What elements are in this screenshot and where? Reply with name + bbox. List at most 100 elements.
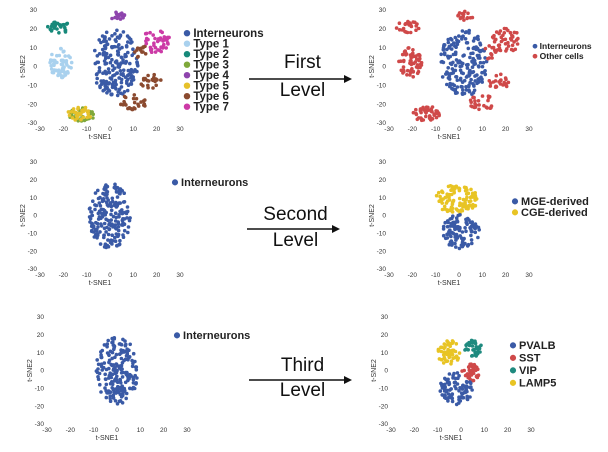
scatter-point (460, 387, 465, 391)
legend-marker (511, 209, 519, 216)
scatter-point (63, 30, 68, 34)
scatter-point (102, 198, 106, 203)
scatter-point (455, 85, 460, 89)
scatter-point (413, 54, 418, 58)
scatter-point (129, 67, 134, 72)
x-tick-label: 20 (502, 272, 510, 279)
scatter-point (114, 10, 118, 15)
legend-marker (171, 179, 179, 186)
y-tick-label: 0 (40, 368, 44, 375)
scatter-point (123, 210, 128, 215)
scatter-point (464, 192, 469, 196)
scatter-point (105, 342, 110, 346)
scatter-point (465, 380, 469, 385)
scatter-point (56, 73, 60, 78)
y-tick-label: -20 (377, 248, 387, 255)
legend-label: VIP (519, 365, 537, 377)
scatter-point (57, 53, 62, 58)
scatter-point (106, 238, 110, 242)
scatter-point (59, 25, 63, 29)
scatter-point (128, 37, 133, 42)
scatter-point (113, 211, 118, 215)
scatter-point (461, 238, 465, 242)
x-tick-label: -10 (431, 126, 441, 133)
scatter-point (131, 96, 136, 101)
scatter-point (153, 50, 158, 54)
scatter-point (469, 224, 474, 229)
legend-marker (173, 332, 181, 339)
scatter-point (57, 69, 62, 73)
x-tick-label: 30 (176, 272, 184, 279)
scatter-point (403, 50, 408, 54)
scatter-point (468, 385, 472, 390)
scatter-point (124, 396, 128, 401)
scatter-point (469, 104, 473, 108)
scatter-point (97, 371, 102, 376)
x-tick-label: 0 (108, 272, 112, 279)
y-tick-label: -30 (28, 266, 38, 273)
scatter-point (124, 59, 129, 64)
x-tick-label: 0 (108, 126, 112, 133)
scatter-point (92, 226, 96, 230)
scatter-point (110, 82, 115, 87)
scatter-point (114, 60, 119, 65)
scatter-point (118, 342, 122, 346)
x-tick-label: -10 (82, 272, 92, 279)
scatter-point (63, 54, 67, 58)
scatter-point (447, 372, 452, 376)
scatter-point (454, 75, 458, 79)
scatter-point (114, 391, 118, 395)
scatter-point (442, 387, 447, 391)
scatter-point (454, 58, 459, 62)
scatter-point (93, 207, 97, 212)
scatter-point (439, 357, 444, 362)
scatter-point (455, 78, 460, 82)
scatter-point (154, 83, 158, 88)
legend-marker (509, 354, 517, 361)
legend-label: Interneurons (183, 330, 250, 342)
scatter-point (73, 118, 77, 122)
scatter-point (114, 352, 119, 357)
scatter-point (457, 389, 461, 393)
scatter-point (499, 72, 503, 77)
scatter-point (134, 96, 139, 101)
scatter-point (468, 98, 473, 103)
legend-label: SST (519, 353, 541, 365)
scatter-point (102, 208, 107, 213)
scatter-point (115, 185, 120, 190)
scatter-point (127, 375, 132, 379)
scatter-point (454, 342, 459, 346)
scatter-point (441, 224, 446, 229)
scatter-point (469, 233, 473, 238)
scatter-point (455, 371, 460, 375)
scatter-point (105, 203, 110, 207)
scatter-point (446, 195, 450, 199)
scatter-point (102, 245, 107, 249)
scatter-point (477, 107, 481, 112)
scatter-point (445, 232, 449, 237)
scatter-point (136, 64, 140, 68)
scatter-point (126, 40, 130, 44)
scatter-point (143, 98, 147, 102)
scatter-point (118, 187, 123, 191)
legend-marker (183, 82, 191, 89)
scatter-point (445, 82, 449, 87)
scatter-point (418, 108, 423, 113)
legend-marker (183, 71, 191, 79)
scatter-point (479, 343, 483, 348)
scatter-point (131, 375, 135, 380)
scatter-point (502, 26, 507, 31)
scatter-point (119, 356, 124, 361)
scatter-point (455, 42, 460, 47)
scatter-point (109, 208, 114, 213)
scatter-point (464, 385, 469, 389)
scatter-point (108, 76, 113, 80)
scatter-point (470, 229, 474, 234)
legend-label: Type 4 (193, 70, 229, 82)
y-tick-label: 30 (37, 314, 45, 321)
scatter-point (76, 105, 80, 110)
scatter-point (446, 395, 451, 400)
scatter-point (506, 40, 510, 45)
scatter-point (99, 40, 103, 45)
